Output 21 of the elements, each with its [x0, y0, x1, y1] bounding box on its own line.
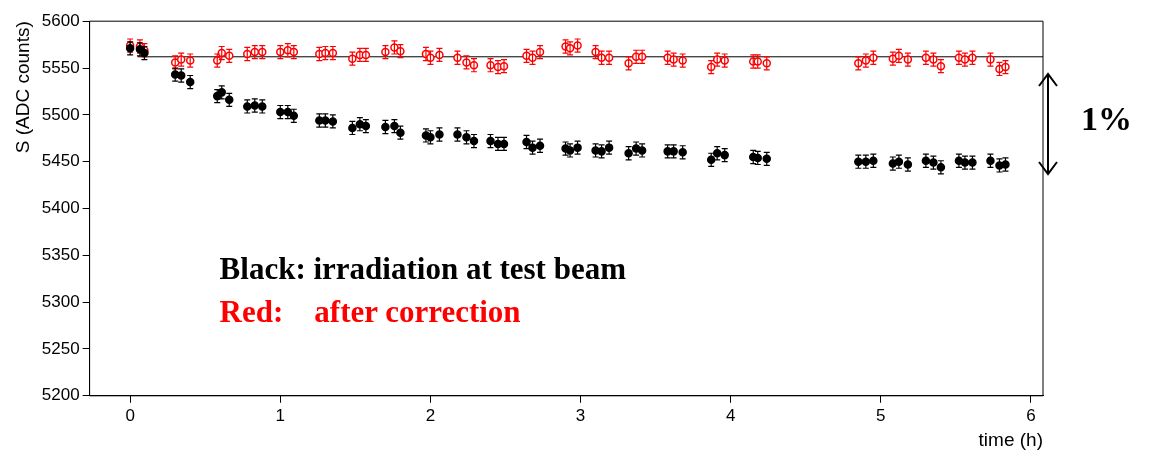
y-tick-label: 5450	[41, 151, 80, 171]
x-tick-label: 3	[575, 405, 586, 425]
x-tick-label: 1	[275, 405, 286, 425]
text: 1%	[1081, 99, 1132, 137]
y-tick-label: 5400	[41, 198, 80, 218]
x-tick-label: 6	[1026, 405, 1036, 425]
y-tick-label: 5300	[41, 291, 80, 311]
annotation: Black: irradiation at test beam	[219, 251, 627, 287]
y-tick-label: 5350	[41, 245, 80, 265]
x-tick-label: 0	[125, 405, 135, 425]
x-tick-label: 4	[725, 405, 736, 425]
x-tick-label: 2	[425, 405, 436, 425]
y-tick-label: 5600	[41, 10, 80, 30]
y-axis-title: S (ADC counts)	[11, 21, 33, 154]
x-tick-label: 5	[876, 405, 886, 425]
y-tick-label: 5200	[41, 385, 80, 405]
annotation: Red: after correction	[219, 294, 521, 330]
y-tick-label: 5500	[41, 104, 80, 124]
y-tick-label: 5250	[41, 338, 80, 358]
x-axis-title: time (h)	[978, 428, 1043, 450]
y-tick-label: 5550	[41, 57, 80, 77]
